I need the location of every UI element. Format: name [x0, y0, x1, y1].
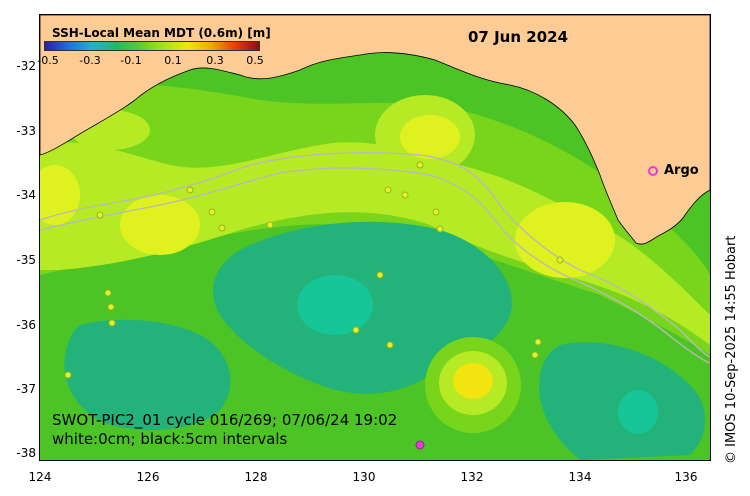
ssh-high-eddy	[40, 165, 80, 225]
map-frame	[39, 14, 711, 461]
colorbar-tick: 0.5	[246, 54, 264, 67]
land-australia	[40, 15, 710, 245]
x-tick-label: 136	[674, 470, 698, 484]
bathymetry-contour	[40, 167, 710, 364]
y-tick-label: -33	[16, 124, 36, 138]
y-tick-label: -37	[16, 382, 36, 396]
y-tick-label: -35	[16, 253, 36, 267]
bathymetry-contour	[40, 151, 710, 358]
argo-marker-icon	[648, 166, 658, 176]
ssh-high-eddy	[400, 115, 460, 159]
contour-info-line: white:0cm; black:5cm intervals	[52, 430, 288, 448]
colorbar-tick: 0.1	[164, 54, 182, 67]
x-tick-label: 132	[460, 470, 484, 484]
y-tick-label: -38	[16, 446, 36, 460]
ssh-high-eddy	[515, 202, 615, 278]
date-label: 07 Jun 2024	[468, 28, 569, 46]
ssh-high-region	[40, 83, 710, 356]
float-markers	[64, 161, 564, 379]
ssh-lowest-eddy	[618, 390, 658, 434]
cycle-info: SWOT-PIC2_01 cycle 016/269; 07/06/24 19:…	[52, 411, 397, 449]
highlighted-float	[415, 440, 425, 450]
y-tick-label: -34	[16, 188, 36, 202]
y-tick-label: -32	[16, 59, 36, 73]
colorbar-tick: -0.1	[120, 54, 142, 67]
ssh-lowest-eddy	[297, 275, 373, 335]
colorbar-title: SSH-Local Mean MDT (0.6m) [m]	[52, 26, 271, 40]
x-tick-label: 128	[244, 470, 268, 484]
x-tick-label: 126	[136, 470, 160, 484]
ssh-warm-eddy	[453, 363, 493, 399]
ssh-map	[40, 15, 710, 460]
colorbar-tick: -0.5	[37, 54, 59, 67]
argo-label: Argo	[664, 163, 699, 178]
x-tick-label: 134	[568, 470, 592, 484]
y-tick-label: -36	[16, 318, 36, 332]
imos-credit: © IMOS 10-Sep-2025 14:55 Hobart	[724, 235, 739, 464]
colorbar-tick: -0.3	[79, 54, 101, 67]
x-tick-label: 130	[352, 470, 376, 484]
ssh-high-eddy	[120, 195, 200, 255]
x-tick-label: 124	[28, 470, 52, 484]
colorbar	[44, 41, 260, 51]
ssh-low-region	[64, 319, 231, 430]
colorbar-tick: 0.3	[206, 54, 224, 67]
cycle-info-line: SWOT-PIC2_01 cycle 016/269; 07/06/24 19:…	[52, 411, 398, 429]
